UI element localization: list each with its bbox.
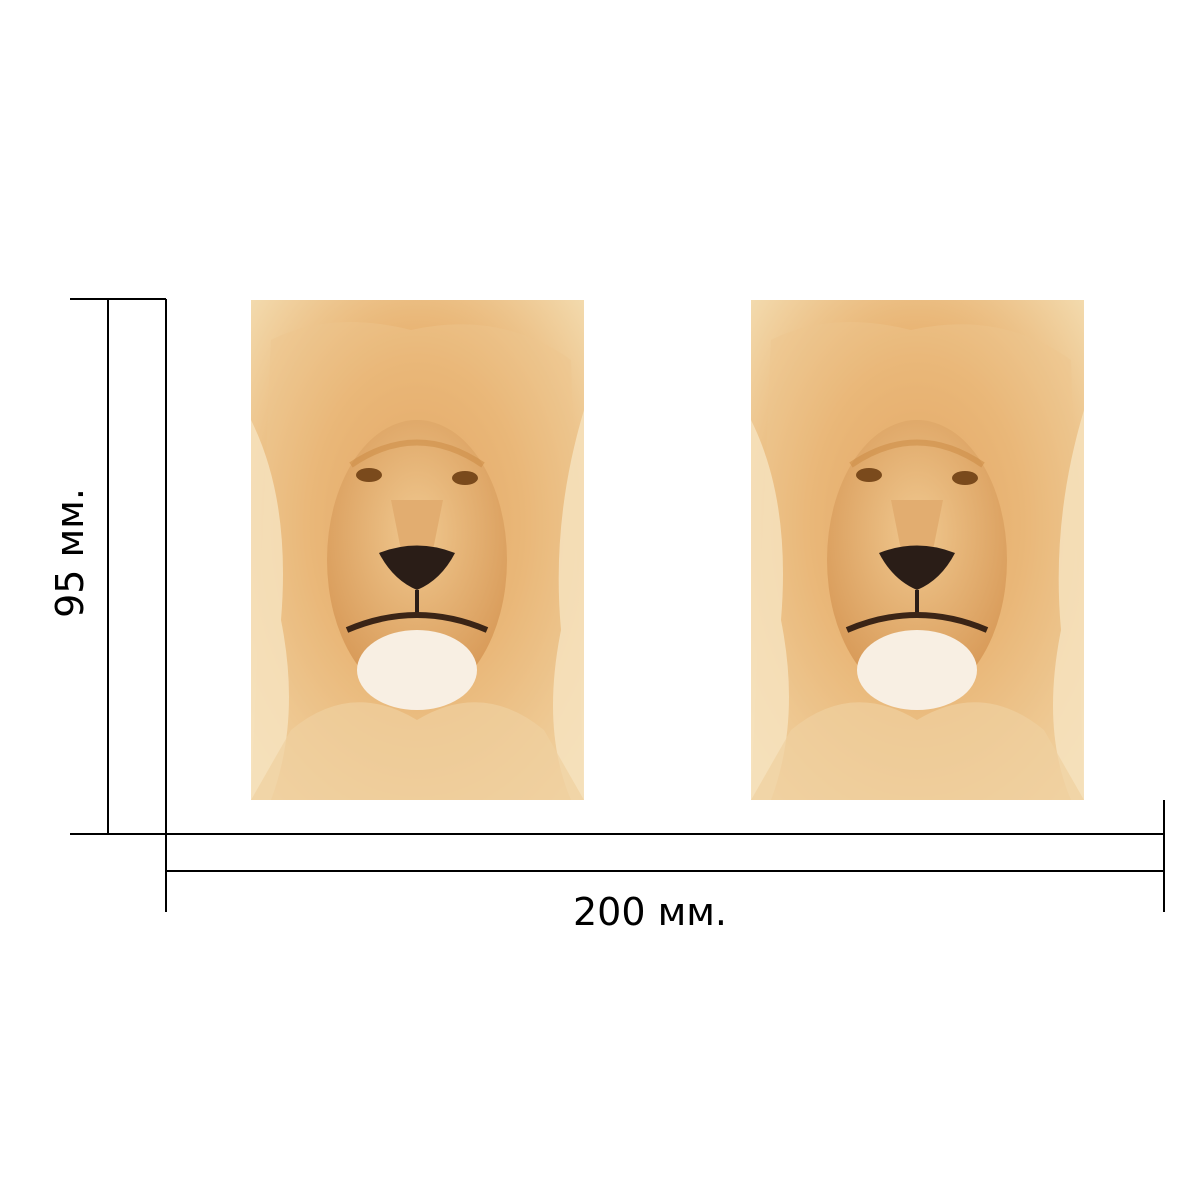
right-eye-icon	[452, 471, 478, 485]
lion-photo-right	[751, 300, 1084, 800]
chin	[857, 630, 977, 710]
left-eye-icon	[356, 468, 382, 482]
height-dimension-label: 95 мм.	[48, 488, 92, 618]
left-eye-icon	[856, 468, 882, 482]
nose-icon	[379, 545, 455, 590]
right-eye-icon	[952, 471, 978, 485]
width-dimension-label: 200 мм.	[572, 890, 728, 934]
lion-photo-left	[251, 300, 584, 800]
nose-icon	[879, 545, 955, 590]
lion-image	[751, 300, 1084, 800]
chin	[357, 630, 477, 710]
lion-image	[251, 300, 584, 800]
